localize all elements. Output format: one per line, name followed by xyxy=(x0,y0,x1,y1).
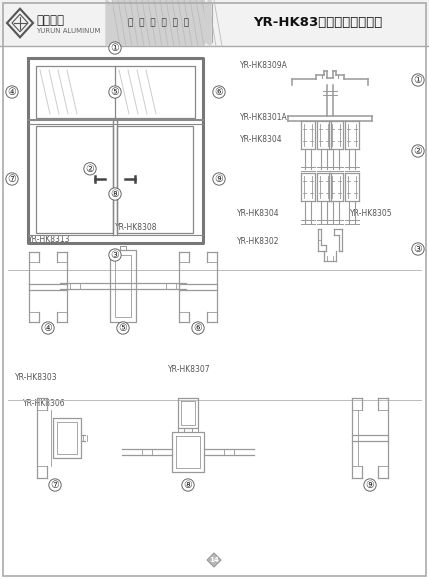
Bar xyxy=(36,126,113,233)
Polygon shape xyxy=(207,553,221,567)
Text: 品  质  创  造  未  来: 品 质 创 造 未 来 xyxy=(127,19,188,27)
Text: YR-HK8308: YR-HK8308 xyxy=(115,223,157,233)
Text: ③: ③ xyxy=(414,244,423,254)
Text: ④: ④ xyxy=(44,323,52,333)
Text: ①: ① xyxy=(414,75,423,85)
Text: ②: ② xyxy=(414,146,423,156)
Text: YR-HK8302: YR-HK8302 xyxy=(237,236,280,245)
Text: ⑨: ⑨ xyxy=(366,480,375,490)
Text: YR-HK8304: YR-HK8304 xyxy=(240,134,283,144)
Text: ⑤: ⑤ xyxy=(119,323,127,333)
Text: 14: 14 xyxy=(209,557,219,563)
Bar xyxy=(0,0,429,46)
Polygon shape xyxy=(106,0,112,46)
Text: ⑧: ⑧ xyxy=(111,189,119,199)
Text: ③: ③ xyxy=(111,250,119,260)
Bar xyxy=(112,0,205,46)
Text: YURUN ALUMINUM: YURUN ALUMINUM xyxy=(36,28,100,34)
Text: ⑤: ⑤ xyxy=(111,87,119,97)
Bar xyxy=(36,66,195,118)
Text: YR-HK8306: YR-HK8306 xyxy=(23,398,66,408)
Text: YR-HK8301A: YR-HK8301A xyxy=(240,113,288,123)
Text: YR-HK8303: YR-HK8303 xyxy=(15,373,57,383)
Text: YR-HK8309A: YR-HK8309A xyxy=(240,61,288,71)
Text: YR-HK8304: YR-HK8304 xyxy=(237,208,280,218)
Text: ⑥: ⑥ xyxy=(193,323,202,333)
Bar xyxy=(117,126,193,233)
Text: ⑦: ⑦ xyxy=(51,480,59,490)
Text: YR-HK83推拉窗系列装配图: YR-HK83推拉窗系列装配图 xyxy=(254,16,383,30)
Text: YR-HK8305: YR-HK8305 xyxy=(350,208,393,218)
Text: 余润铝业: 余润铝业 xyxy=(36,14,64,27)
Text: ②: ② xyxy=(86,164,94,174)
Text: ⑧: ⑧ xyxy=(184,480,192,490)
Text: ④: ④ xyxy=(8,87,16,97)
Text: ⑨: ⑨ xyxy=(214,174,224,184)
Text: YR-HK8307: YR-HK8307 xyxy=(168,365,211,375)
Text: ⑥: ⑥ xyxy=(214,87,224,97)
Text: ⑦: ⑦ xyxy=(8,174,16,184)
Polygon shape xyxy=(205,0,211,46)
Text: YR-HK8313: YR-HK8313 xyxy=(28,236,70,244)
Text: ①: ① xyxy=(111,43,119,53)
